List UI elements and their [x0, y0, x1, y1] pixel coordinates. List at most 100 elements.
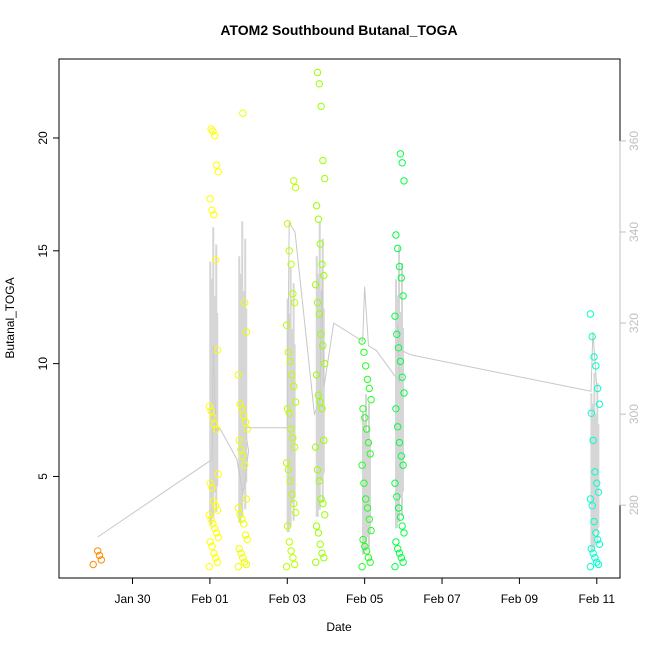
data-point: [212, 161, 221, 169]
data-point: [240, 299, 249, 307]
data-point: [282, 563, 291, 571]
x-tick-label: Feb 01: [191, 592, 229, 606]
data-point: [321, 174, 329, 183]
y2-tick-label: 340: [627, 222, 641, 242]
data-point: [593, 479, 601, 487]
data-point: [288, 371, 296, 379]
data-point: [595, 540, 604, 548]
data-point: [89, 560, 97, 569]
data-point: [206, 538, 214, 546]
data-point: [283, 522, 292, 530]
data-point: [97, 556, 106, 564]
data-point: [212, 425, 221, 433]
data-point: [290, 499, 298, 508]
data-point: [240, 461, 249, 469]
data-point: [312, 202, 321, 210]
data-point: [586, 310, 595, 318]
data-point: [360, 348, 368, 356]
data-point: [291, 560, 299, 569]
data-point: [237, 445, 245, 454]
data-point: [315, 80, 323, 88]
data-point: [210, 497, 218, 505]
data-point: [214, 470, 223, 478]
data-point: [314, 215, 323, 223]
data-point: [285, 247, 293, 255]
series-1: [205, 125, 223, 571]
data-point: [363, 375, 372, 384]
data-point: [399, 558, 407, 566]
y2-tick-label: 320: [627, 313, 641, 333]
data-point: [320, 554, 328, 562]
y-axis-label: Butanal_TOGA: [3, 277, 17, 358]
data-point: [94, 547, 102, 555]
data-point: [400, 389, 408, 397]
data-point: [282, 321, 291, 329]
data-point: [361, 542, 369, 551]
data-point: [365, 384, 373, 393]
data-point: [312, 443, 320, 451]
data-point: [243, 425, 252, 433]
data-point: [209, 414, 217, 422]
data-point: [237, 549, 245, 557]
data-point: [287, 547, 295, 555]
data-point: [282, 459, 291, 467]
data-point: [397, 274, 405, 282]
data-point: [290, 382, 298, 390]
data-point: [595, 400, 604, 408]
data-point: [593, 535, 602, 544]
data-point: [211, 132, 219, 140]
data-point: [321, 511, 329, 519]
data-point: [392, 405, 400, 413]
data-point: [236, 400, 244, 408]
data-point: [316, 240, 324, 248]
data-point: [209, 127, 217, 135]
data-point: [212, 529, 221, 537]
data-point: [367, 396, 375, 404]
data-point: [358, 563, 366, 571]
series-5: [358, 337, 375, 571]
data-point: [283, 220, 292, 228]
data-point: [214, 533, 223, 542]
data-point: [366, 450, 374, 458]
data-point: [320, 271, 328, 280]
data-point: [291, 183, 300, 192]
data-point: [240, 520, 248, 528]
data-point: [592, 529, 600, 537]
data-point: [239, 452, 247, 460]
data-point: [243, 535, 252, 544]
data-point: [391, 563, 399, 571]
series-3: [282, 177, 300, 571]
data-point: [364, 438, 373, 447]
data-point: [400, 529, 408, 537]
data-point: [399, 292, 407, 300]
y-tick-label: 15: [36, 244, 50, 258]
y-axis: 5 10 15 20: [36, 131, 60, 480]
data-point: [235, 545, 243, 553]
data-point: [312, 371, 321, 379]
data-point: [593, 384, 602, 393]
series-6: [391, 150, 408, 571]
data-point: [313, 466, 322, 474]
data-point: [362, 495, 370, 503]
data-point: [396, 150, 405, 158]
data-point: [234, 371, 243, 379]
data-point: [397, 452, 405, 460]
data-point: [240, 411, 248, 420]
data-point: [588, 502, 596, 510]
data-point: [242, 560, 251, 569]
data-point: [287, 260, 295, 268]
data-point: [283, 405, 292, 413]
data-point: [587, 545, 595, 553]
data-point: [319, 341, 327, 350]
data-point: [291, 443, 299, 451]
data-point: [208, 542, 216, 551]
data-point: [362, 425, 371, 433]
data-point: [206, 195, 214, 203]
data-point: [392, 538, 400, 546]
data-point: [396, 513, 405, 521]
data-point: [400, 177, 408, 185]
data-point: [312, 522, 321, 530]
x-axis: Jan 30 Feb 01 Feb 03 Feb 05 Feb 07 Feb 09 Feb …: [114, 577, 615, 606]
data-point: [211, 554, 220, 562]
